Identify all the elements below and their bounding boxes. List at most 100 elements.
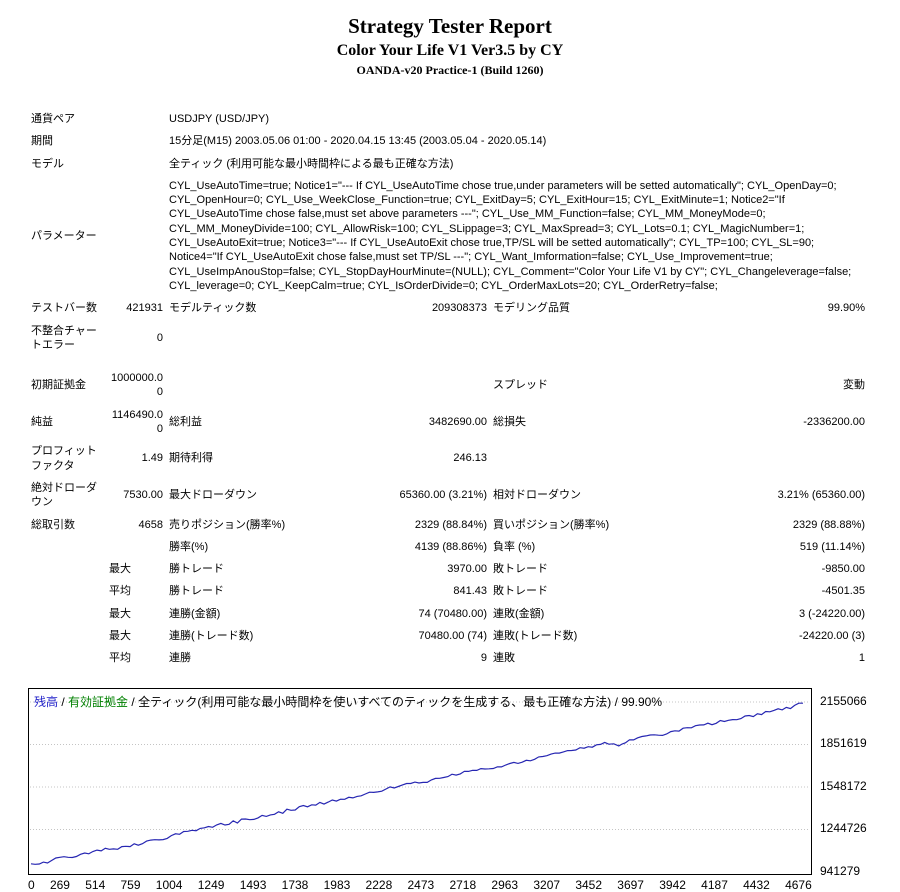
report-subtitle: Color Your Life V1 Ver3.5 by CY bbox=[336, 42, 564, 59]
maximal-dd-value: 65360.00 (3.21%) bbox=[399, 489, 487, 502]
x-axis-tick-2: 514 bbox=[85, 877, 106, 892]
y-axis-labels: 2155066 1851619 1548172 1244726 941279 bbox=[812, 688, 896, 878]
absolute-dd-label: 絶対ドローダウン bbox=[31, 481, 97, 509]
ticks-value: 209308373 bbox=[431, 302, 487, 315]
parameters-label: パラメーター bbox=[31, 229, 97, 242]
spread-value: 変動 bbox=[843, 379, 866, 392]
row-mismatched: 不整合チャートエラー 0 bbox=[28, 320, 868, 357]
y-axis-tick-4: 941279 bbox=[820, 863, 861, 878]
average-loss-value: -4501.35 bbox=[821, 585, 866, 598]
avg-consec-wins-label: 連勝 bbox=[169, 652, 191, 665]
x-axis-tick-10: 2473 bbox=[407, 877, 435, 892]
gross-loss-label: 総損失 bbox=[493, 415, 526, 428]
row-symbol: 通貨ペア USDJPY (USD/JPY) bbox=[28, 108, 868, 130]
legend-quality: 99.90% bbox=[621, 694, 663, 709]
gross-profit-value: 3482690.00 bbox=[428, 415, 487, 428]
deposit-value: 1000000.00 bbox=[111, 372, 163, 399]
balance-chart: 残高 / 有効証拠金 / 全ティック(利用可能な最小時間枠を使いすべてのティック… bbox=[28, 687, 812, 875]
net-profit-value: 1146490.00 bbox=[111, 408, 163, 436]
legend-balance-label: 残高 bbox=[34, 694, 59, 709]
x-axis-tick-9: 2228 bbox=[365, 877, 393, 892]
profit-factor-value: 1.49 bbox=[141, 452, 163, 465]
expected-payoff-value: 246.13 bbox=[453, 452, 487, 465]
relative-dd-value: 3.21% (65360.00) bbox=[777, 489, 866, 502]
x-axis-tick-11: 2718 bbox=[449, 877, 477, 892]
row-win-loss: 勝率(%) 4139 (88.86%) 負率 (%) 519 (11.14%) bbox=[28, 536, 868, 558]
largest-profit-value: 3970.00 bbox=[447, 563, 487, 576]
balance-chart-area: 残高 / 有効証拠金 / 全ティック(利用可能な最小時間枠を使いすべてのティック… bbox=[28, 687, 872, 877]
max-consec-wins-label: 連勝(金額) bbox=[169, 607, 221, 620]
spread-label: スプレッド bbox=[493, 379, 548, 392]
maximal-dd-label: 最大ドローダウン bbox=[169, 489, 257, 502]
profit-trades-value: 4139 (88.86%) bbox=[414, 540, 487, 553]
y-axis-tick-2: 1548172 bbox=[820, 778, 867, 793]
largest-loss-label: 敗トレード bbox=[493, 563, 548, 576]
avg-consec-wins-value: 9 bbox=[480, 652, 487, 665]
average-loss-label: 敗トレード bbox=[493, 585, 548, 598]
report-table: 通貨ペア USDJPY (USD/JPY) 期間 15分足(M15) 2003.… bbox=[28, 108, 868, 670]
row-largest-trade: 最大 勝トレード 3970.00 敗トレード -9850.00 bbox=[28, 558, 868, 580]
largest-loss-value: -9850.00 bbox=[821, 563, 866, 576]
profit-trades-label: 勝率(%) bbox=[169, 540, 209, 553]
largest-label-2: 最大 bbox=[109, 607, 131, 620]
row-period: 期間 15分足(M15) 2003.05.06 01:00 - 2020.04.… bbox=[28, 130, 868, 152]
symbol-label: 通貨ペア bbox=[31, 113, 75, 125]
x-axis-tick-1: 269 bbox=[49, 877, 70, 892]
balance-curve bbox=[30, 701, 810, 865]
x-axis-tick-19: 4676 bbox=[785, 877, 812, 892]
row-max-consecutive-money: 最大 連勝(金額) 74 (70480.00) 連敗(金額) 3 (-24220… bbox=[28, 603, 868, 625]
ticks-label: モデルティック数 bbox=[169, 302, 257, 315]
model-value: 全ティック (利用可能な最小時間枠による最も正確な方法) bbox=[169, 157, 454, 170]
row-net-profit: 純益 1146490.00 総利益 3482690.00 総損失 -233620… bbox=[28, 404, 868, 441]
average-profit-value: 841.43 bbox=[453, 585, 487, 598]
bars-value: 421931 bbox=[126, 302, 163, 315]
gross-profit-label: 総利益 bbox=[169, 415, 202, 428]
profit-factor-label: プロフィットファクタ bbox=[31, 445, 97, 472]
bars-label: テストバー数 bbox=[31, 302, 97, 315]
max-consec-profit-label: 連勝(トレード数) bbox=[169, 630, 254, 643]
total-trades-label: 総取引数 bbox=[31, 518, 75, 531]
max-consec-losses-value: 3 (-24220.00) bbox=[799, 607, 866, 620]
period-label: 期間 bbox=[31, 135, 53, 148]
x-axis-tick-14: 3452 bbox=[575, 877, 603, 892]
average-label-2: 平均 bbox=[109, 652, 131, 665]
x-axis-tick-5: 1249 bbox=[197, 877, 225, 892]
row-max-consecutive-count: 最大 連勝(トレード数) 70480.00 (74) 連敗(トレード数) -24… bbox=[28, 625, 868, 647]
max-consec-wins-value: 74 (70480.00) bbox=[418, 607, 488, 620]
page-title: Strategy Tester Report bbox=[348, 14, 552, 38]
x-axis-tick-15: 3697 bbox=[617, 877, 644, 892]
x-axis-tick-4: 1004 bbox=[155, 877, 183, 892]
balance-curve-line bbox=[30, 702, 803, 865]
loss-trades-value: 519 (11.14%) bbox=[799, 540, 866, 553]
report-header: Strategy Tester Report Color Your Life V… bbox=[28, 14, 872, 78]
x-axis-tick-6: 1493 bbox=[239, 877, 267, 892]
long-positions-value: 2329 (88.88%) bbox=[792, 518, 866, 531]
report-build: OANDA-v20 Practice-1 (Build 1260) bbox=[356, 63, 544, 77]
short-positions-value: 2329 (88.84%) bbox=[414, 518, 487, 531]
y-axis-tick-0: 2155066 bbox=[820, 693, 867, 708]
x-axis-tick-13: 3207 bbox=[533, 877, 561, 892]
row-parameters: パラメーター CYL_UseAutoTime=true; Notice1="--… bbox=[28, 175, 868, 297]
average-profit-label: 勝トレード bbox=[169, 585, 224, 598]
row-avg-consecutive: 平均 連勝 9 連敗 1 bbox=[28, 647, 868, 669]
quality-label: モデリング品質 bbox=[493, 302, 570, 315]
model-label: モデル bbox=[31, 157, 64, 170]
deposit-label: 初期証拠金 bbox=[31, 379, 86, 392]
quality-value: 99.90% bbox=[827, 302, 866, 315]
gross-loss-value: -2336200.00 bbox=[803, 415, 866, 428]
spacer-row bbox=[28, 356, 868, 367]
avg-consec-losses-label: 連敗 bbox=[493, 652, 515, 665]
row-profit-factor: プロフィットファクタ 1.49 期待利得 246.13 bbox=[28, 440, 868, 477]
legend-separator: / bbox=[611, 694, 622, 709]
parameters-value: CYL_UseAutoTime=true; Notice1="--- If CY… bbox=[169, 179, 852, 292]
loss-trades-label: 負率 (%) bbox=[493, 540, 536, 553]
legend-equity-label: 有効証拠金 bbox=[68, 694, 129, 709]
x-axis-tick-12: 2963 bbox=[491, 877, 519, 892]
x-axis-tick-8: 1983 bbox=[323, 877, 351, 892]
max-consec-profit-value: 70480.00 (74) bbox=[418, 630, 488, 643]
row-total-trades: 総取引数 4658 売りポジション(勝率%) 2329 (88.84%) 買いポ… bbox=[28, 514, 868, 536]
avg-consec-losses-value: 1 bbox=[858, 652, 866, 665]
x-axis-tick-3: 759 bbox=[120, 877, 141, 892]
net-profit-label: 純益 bbox=[31, 415, 53, 428]
